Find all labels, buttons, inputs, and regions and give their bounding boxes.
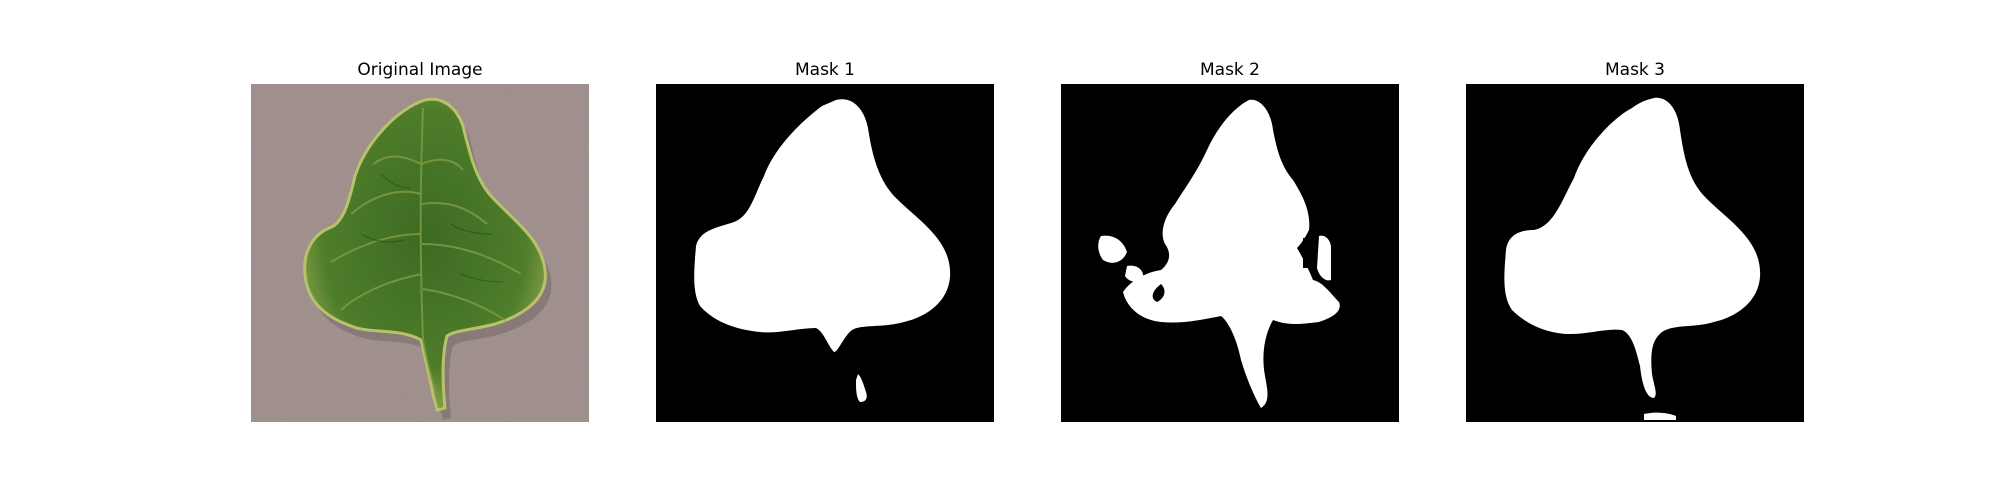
- panel-mask-3: Mask 3: [1466, 58, 1804, 422]
- panel-original-image: Original Image: [251, 58, 589, 422]
- panel-mask-2: Mask 2: [1061, 58, 1399, 422]
- mask-2-left-fragment: [1098, 235, 1127, 263]
- panel-mask-1: Mask 1: [656, 58, 994, 422]
- mask-3-base-fragment: [1644, 412, 1676, 420]
- panel-title: Mask 1: [794, 60, 855, 80]
- mask-3-image: [1466, 84, 1804, 422]
- mask-2-region: [1123, 99, 1340, 409]
- mask-2-right-fragment: [1317, 235, 1331, 281]
- panel-title: Mask 2: [1199, 60, 1260, 80]
- mask-1-image: [656, 84, 994, 422]
- mask-2-image: [1061, 84, 1399, 422]
- panel-title: Original Image: [357, 60, 483, 80]
- panel-title: Mask 3: [1604, 60, 1665, 80]
- original-leaf-image: [251, 84, 589, 422]
- mask-1-region: [694, 99, 951, 352]
- mask-3-region: [1504, 97, 1761, 398]
- leaf-shape: [303, 97, 547, 412]
- mask-1-stem-fragment: [856, 374, 867, 402]
